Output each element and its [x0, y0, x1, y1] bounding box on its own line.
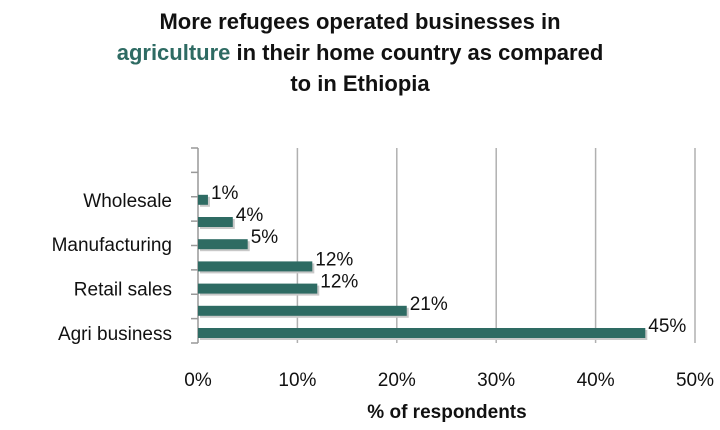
data-label: 5%	[251, 227, 279, 248]
labels: 0% 10% 20% 30% 40% 50% 45% Agri business 21% 12% R…	[52, 183, 715, 391]
x-tick-label: 30%	[477, 370, 515, 391]
title-highlight: agriculture	[116, 40, 231, 65]
x-tick-label: 20%	[378, 370, 416, 391]
bar	[198, 194, 208, 205]
title-part: to in Ethiopia	[290, 71, 430, 96]
title-part: in their home country as compared	[230, 40, 604, 65]
category-label: Retail sales	[74, 280, 172, 301]
data-label: 45%	[648, 316, 686, 337]
category-label: Wholesale	[83, 191, 172, 212]
category-label: Agri business	[58, 324, 172, 345]
bar	[198, 305, 407, 316]
x-axis-title: % of respondents	[367, 402, 526, 423]
bar	[198, 239, 248, 250]
chart-title: More refugees operated businesses in agri…	[0, 6, 720, 99]
bar	[198, 283, 318, 294]
y-axis	[191, 147, 199, 344]
title-part: More refugees operated businesses in	[159, 9, 561, 34]
bar	[198, 328, 646, 338]
x-tick-label: 50%	[676, 370, 714, 391]
data-label: 21%	[410, 294, 448, 315]
x-tick-label: 10%	[278, 370, 316, 391]
data-label: 4%	[236, 205, 264, 226]
bar	[198, 217, 233, 227]
data-label: 12%	[320, 272, 358, 293]
data-label: 12%	[315, 249, 353, 270]
bar	[198, 261, 313, 272]
x-tick-label: 40%	[577, 370, 615, 391]
category-label: Manufacturing	[52, 235, 172, 256]
x-tick-label: 0%	[184, 370, 212, 391]
data-label: 1%	[211, 183, 239, 204]
bars	[198, 194, 648, 340]
